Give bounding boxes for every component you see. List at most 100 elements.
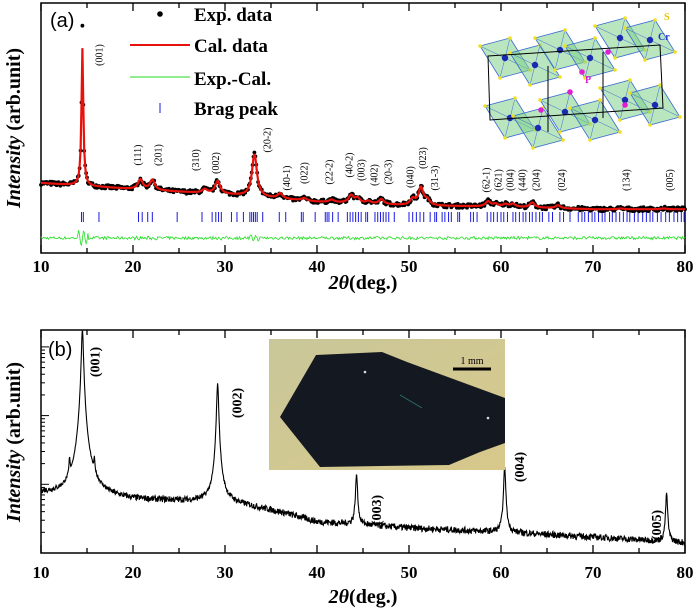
hkl-label: (310) — [191, 149, 202, 171]
hkl-label: (40-1) — [282, 166, 293, 191]
atom-label-cr: Cr — [658, 32, 670, 43]
hkl-label: (62-1) — [482, 168, 493, 193]
s-atom — [653, 18, 657, 22]
p-atom — [622, 102, 628, 108]
cr-atom — [556, 46, 564, 54]
hkl-label: (005) — [650, 510, 665, 541]
p-atom — [605, 49, 611, 55]
s-atom — [598, 98, 602, 102]
hkl-label: (20-3) — [383, 160, 394, 185]
scale-bar-label: 1 mm — [460, 356, 483, 367]
photo-sparkle — [486, 416, 490, 420]
hkl-label: (003) — [357, 159, 368, 181]
panel-a: 10 20 30 40 50 60 70 80 (001)(111) (201) (310) (00… — [3, 2, 694, 294]
s-atom — [613, 56, 617, 60]
s-atom — [563, 28, 567, 32]
panel-b-x-tick-labels: 10 20 30 40 50 60 70 80 — [33, 563, 694, 582]
s-atom — [623, 26, 627, 30]
s-atom — [478, 44, 482, 48]
s-atom — [643, 58, 647, 62]
s-atom — [558, 130, 562, 134]
residual-line — [40, 230, 686, 247]
s-atom — [508, 36, 512, 40]
cr-atom — [616, 34, 624, 42]
x-tick-label: 60 — [493, 257, 510, 276]
legend-exp-label: Exp. data — [194, 5, 273, 26]
s-atom — [628, 91, 632, 95]
hkl-label: (201) — [153, 144, 164, 166]
panel-a-label: (a) — [50, 10, 74, 32]
x-tick-label: 50 — [401, 563, 418, 582]
hkl-label: (004) — [513, 452, 528, 483]
panel-a-y-axis-title: Intensity (arb.unit) — [3, 48, 25, 209]
photo-sparkle — [363, 370, 367, 374]
hkl-label: (111) — [133, 145, 144, 166]
x-tick-label: 30 — [217, 257, 234, 276]
s-atom — [533, 36, 537, 40]
hkl-label: (002) — [211, 152, 222, 174]
hkl-label: (402) — [370, 164, 381, 186]
bragg-peak-ticks — [80, 212, 685, 222]
hkl-label: (31-3) — [430, 166, 441, 191]
exp-point — [80, 23, 85, 28]
hkl-label: (004) — [506, 169, 517, 191]
s-atom — [618, 130, 622, 134]
x-tick-label: 50 — [401, 257, 418, 276]
x-tick-label: 30 — [217, 563, 234, 582]
s-atom — [483, 104, 487, 108]
panel-b: 10 20 30 40 50 60 70 80 (001)(002)(003)(004)(00… — [3, 329, 694, 608]
x-tick-label: 80 — [677, 257, 694, 276]
x-tick-label: 20 — [125, 563, 142, 582]
panel-b-y-ticks — [41, 346, 49, 533]
s-atom — [613, 68, 617, 72]
s-atom — [618, 118, 622, 122]
s-atom — [598, 86, 602, 90]
hkl-label: (40-2) — [345, 153, 356, 178]
hkl-label: (002) — [230, 388, 245, 419]
cr-atom — [621, 96, 629, 104]
hkl-label: (440) — [518, 169, 529, 191]
panel-b-x-ticks — [40, 330, 686, 553]
s-atom — [563, 44, 567, 48]
hkl-label: (001) — [94, 44, 105, 66]
s-atom — [588, 138, 592, 142]
s-atom — [531, 146, 535, 150]
cr-atom — [501, 54, 509, 62]
unit-cell — [487, 44, 664, 121]
s-atom — [583, 76, 587, 80]
x-tick-label: 70 — [585, 257, 602, 276]
calc-line — [41, 48, 685, 211]
x-tick-label: 40 — [309, 563, 326, 582]
legend-resid-label: Exp.-Cal. — [194, 69, 271, 90]
legend-exp-marker — [157, 11, 163, 17]
crystal-structure-inset — [478, 16, 682, 150]
panel-a-x-axis-title: 2θ(deg.) — [328, 272, 398, 294]
p-atom — [538, 107, 544, 113]
p-atom — [579, 69, 585, 75]
s-atom — [658, 83, 662, 87]
hkl-label: (003) — [370, 495, 385, 526]
hkl-label: (024) — [557, 169, 568, 191]
s-atom — [553, 68, 557, 72]
s-atom — [623, 16, 627, 20]
legend-bragg-label: Brag peak — [194, 99, 278, 120]
atom-label-p: P — [585, 75, 591, 86]
s-atom — [568, 106, 572, 110]
panel-b-x-axis-title: 2θ(deg.) — [328, 586, 398, 608]
crystal-photo-inset: 1 mm — [269, 339, 505, 470]
s-atom — [513, 96, 517, 100]
hkl-label: (20-2) — [263, 128, 274, 153]
legend-cal-label: Cal. data — [194, 36, 268, 57]
hkl-label: (040) — [405, 166, 416, 188]
legend: Exp. data Cal. data Exp.-Cal. Brag peak — [130, 5, 278, 120]
atom-label-s: S — [664, 12, 670, 23]
exp-point — [252, 150, 257, 155]
hkl-label: (22-2) — [324, 160, 335, 185]
cr-atom — [561, 108, 569, 116]
cr-atom — [651, 101, 659, 109]
cr-atom — [591, 116, 599, 124]
s-atom — [628, 78, 632, 82]
x-tick-label: 40 — [309, 257, 326, 276]
xrd-line — [40, 330, 686, 546]
s-atom — [498, 76, 502, 80]
